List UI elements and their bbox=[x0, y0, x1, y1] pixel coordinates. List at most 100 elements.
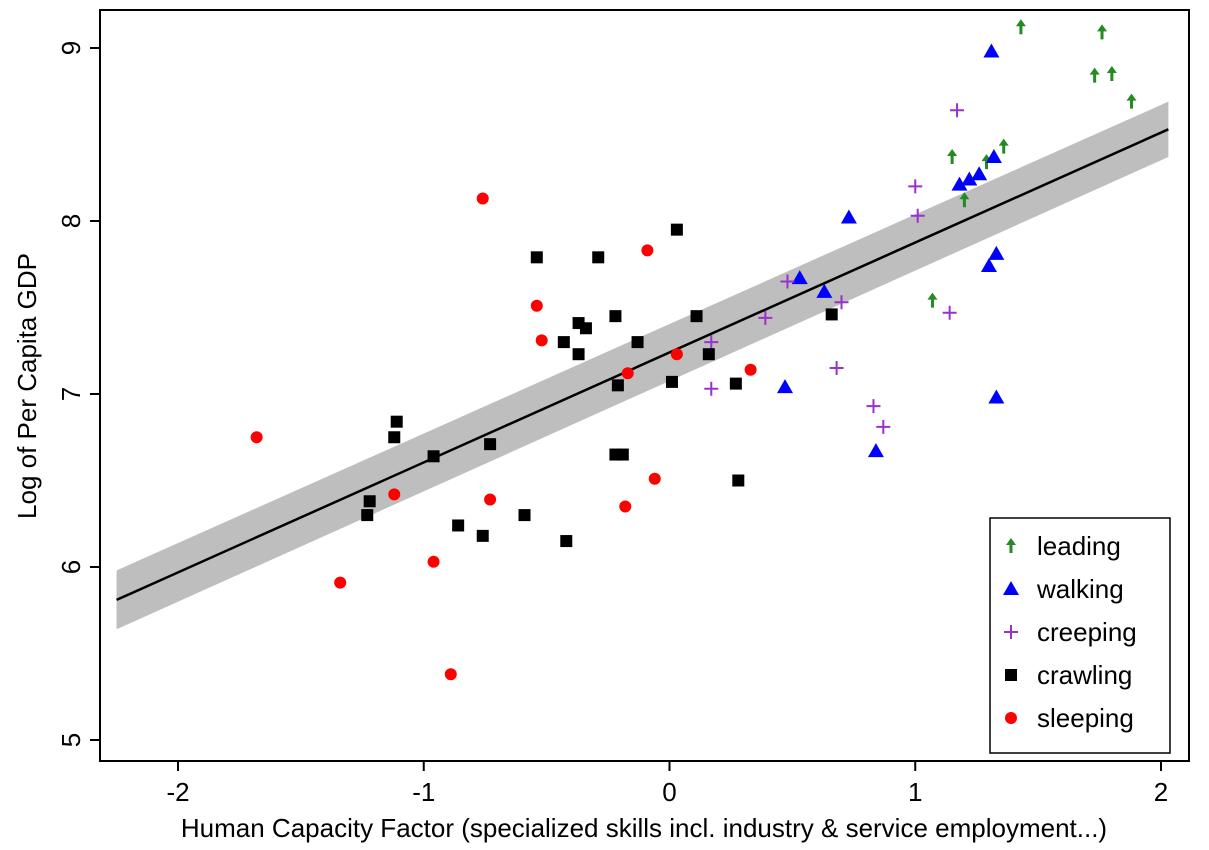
x-tick-label: -1 bbox=[412, 777, 435, 807]
legend-marker-crawling bbox=[1005, 669, 1017, 681]
data-point-crawling bbox=[690, 310, 703, 323]
x-axis: -2 -1 0 1 2 bbox=[166, 761, 1168, 807]
x-tick-label: -2 bbox=[166, 777, 189, 807]
y-tick-label: 7 bbox=[56, 387, 86, 401]
data-point-crawling bbox=[579, 322, 592, 335]
legend-item-leading: leading bbox=[1006, 531, 1121, 561]
data-point-crawling bbox=[530, 251, 543, 264]
data-point-crawling bbox=[560, 535, 573, 548]
data-point-creeping bbox=[834, 295, 849, 310]
data-point-sleeping bbox=[476, 192, 489, 205]
legend-label: crawling bbox=[1037, 660, 1132, 690]
legend-marker-leading bbox=[1006, 538, 1016, 553]
legend-item-creeping: creeping bbox=[1004, 617, 1137, 647]
series-walking bbox=[777, 43, 1005, 458]
data-point-walking bbox=[840, 209, 857, 224]
data-point-crawling bbox=[631, 336, 644, 349]
data-point-creeping bbox=[758, 310, 773, 325]
data-point-leading bbox=[1106, 65, 1117, 81]
data-point-creeping bbox=[704, 381, 719, 396]
legend-item-crawling: crawling bbox=[1005, 660, 1132, 690]
legend: leading walking creeping crawling sleeping bbox=[989, 517, 1171, 754]
data-point-sleeping bbox=[641, 244, 654, 257]
data-point-walking bbox=[988, 245, 1005, 260]
y-tick-label: 9 bbox=[56, 41, 86, 55]
y-axis: 5 6 7 8 9 bbox=[56, 41, 100, 747]
data-point-walking bbox=[867, 443, 884, 458]
data-point-leading bbox=[1015, 19, 1026, 35]
data-point-creeping bbox=[876, 419, 891, 434]
y-axis-title: Log of Per Capita GDP bbox=[12, 253, 42, 519]
data-point-walking bbox=[777, 379, 794, 394]
data-point-crawling bbox=[665, 375, 678, 388]
data-point-walking bbox=[816, 283, 833, 298]
data-point-sleeping bbox=[744, 363, 757, 376]
data-point-walking bbox=[961, 171, 978, 186]
legend-marker-sleeping bbox=[1005, 712, 1017, 724]
data-point-crawling bbox=[363, 495, 376, 508]
legend-label: leading bbox=[1037, 531, 1121, 561]
legend-marker-creeping bbox=[1004, 625, 1018, 639]
data-point-crawling bbox=[609, 310, 622, 323]
legend-box bbox=[989, 517, 1171, 754]
x-tick-label: 2 bbox=[1154, 777, 1168, 807]
legend-label: walking bbox=[1036, 574, 1124, 604]
data-point-creeping bbox=[942, 305, 957, 320]
series-sleeping bbox=[250, 192, 757, 681]
legend-item-sleeping: sleeping bbox=[1005, 703, 1134, 733]
data-point-sleeping bbox=[484, 493, 497, 506]
data-point-sleeping bbox=[648, 472, 661, 485]
data-point-crawling bbox=[729, 377, 742, 390]
data-point-sleeping bbox=[388, 488, 401, 501]
data-point-creeping bbox=[780, 274, 795, 289]
data-point-crawling bbox=[616, 448, 629, 461]
data-point-leading bbox=[927, 292, 938, 308]
data-point-sleeping bbox=[621, 367, 634, 380]
legend-label: sleeping bbox=[1037, 703, 1134, 733]
data-point-walking bbox=[988, 389, 1005, 404]
series-creeping bbox=[704, 103, 965, 434]
data-point-creeping bbox=[950, 103, 965, 118]
data-point-crawling bbox=[670, 223, 683, 236]
data-point-sleeping bbox=[250, 431, 263, 444]
x-tick-label: 0 bbox=[662, 777, 676, 807]
data-point-walking bbox=[980, 257, 997, 272]
data-point-walking bbox=[951, 176, 968, 191]
data-point-crawling bbox=[361, 509, 374, 522]
data-point-walking bbox=[791, 270, 808, 285]
data-point-leading bbox=[1126, 93, 1137, 109]
data-point-creeping bbox=[908, 179, 923, 194]
data-point-crawling bbox=[390, 415, 403, 428]
y-tick-label: 6 bbox=[56, 560, 86, 574]
data-point-crawling bbox=[592, 251, 605, 264]
data-point-leading bbox=[947, 148, 958, 164]
data-point-sleeping bbox=[427, 555, 440, 568]
data-point-creeping bbox=[704, 335, 719, 350]
legend-label: creeping bbox=[1037, 617, 1137, 647]
series-leading bbox=[927, 19, 1137, 308]
plot-frame bbox=[99, 9, 1190, 762]
data-point-crawling bbox=[427, 450, 440, 463]
data-point-sleeping bbox=[619, 500, 632, 513]
data-point-crawling bbox=[557, 336, 570, 349]
y-tick-label: 5 bbox=[56, 733, 86, 747]
data-point-creeping bbox=[866, 399, 881, 414]
data-point-crawling bbox=[702, 348, 715, 361]
data-point-leading bbox=[998, 138, 1009, 154]
data-point-leading bbox=[1089, 67, 1100, 83]
data-point-creeping bbox=[829, 361, 844, 376]
fit-line bbox=[116, 128, 1169, 602]
legend-item-walking: walking bbox=[1003, 574, 1124, 604]
legend-marker-walking bbox=[1003, 581, 1019, 595]
data-point-crawling bbox=[572, 348, 585, 361]
data-point-sleeping bbox=[670, 348, 683, 361]
data-point-walking bbox=[983, 43, 1000, 58]
data-point-walking bbox=[971, 166, 988, 181]
data-point-leading bbox=[959, 192, 970, 208]
data-point-sleeping bbox=[535, 334, 548, 347]
y-tick-label: 8 bbox=[56, 214, 86, 228]
series-crawling bbox=[361, 223, 838, 548]
data-point-crawling bbox=[484, 438, 497, 451]
x-axis-title: Human Capacity Factor (specialized skill… bbox=[181, 813, 1107, 843]
